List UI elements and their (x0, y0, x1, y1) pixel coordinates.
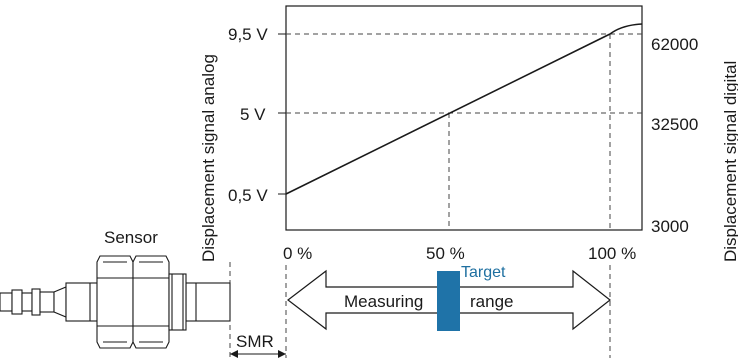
characteristic-line (285, 33, 611, 195)
smr-arrow-right (278, 350, 286, 358)
range-label: range (470, 292, 513, 311)
y-axis-right-title: Displacement signal digital (721, 61, 738, 262)
y-left-tick-5: 5 V (240, 105, 266, 124)
smr-label: SMR (236, 332, 274, 351)
measuring-label: Measuring (344, 292, 423, 311)
y-right-tick-32500: 32500 (651, 115, 698, 134)
sensor-label: Sensor (104, 228, 158, 247)
smr-arrow-left (230, 350, 238, 358)
x-tick-100: 100 % (588, 244, 636, 263)
y-left-tick-05: 0,5 V (228, 186, 268, 205)
sensor-drawing (0, 255, 231, 349)
x-tick-0: 0 % (283, 244, 312, 263)
target-label: Target (461, 264, 506, 281)
y-left-tick-95: 9,5 V (228, 25, 268, 44)
y-axis-left-title: Displacement signal analog (199, 54, 218, 262)
target-block (437, 271, 460, 331)
y-right-tick-62000: 62000 (651, 35, 698, 54)
saturation-curve (609, 23, 643, 35)
y-right-tick-3000: 3000 (651, 217, 689, 236)
chart-frame (285, 5, 643, 231)
x-tick-50: 50 % (426, 244, 465, 263)
